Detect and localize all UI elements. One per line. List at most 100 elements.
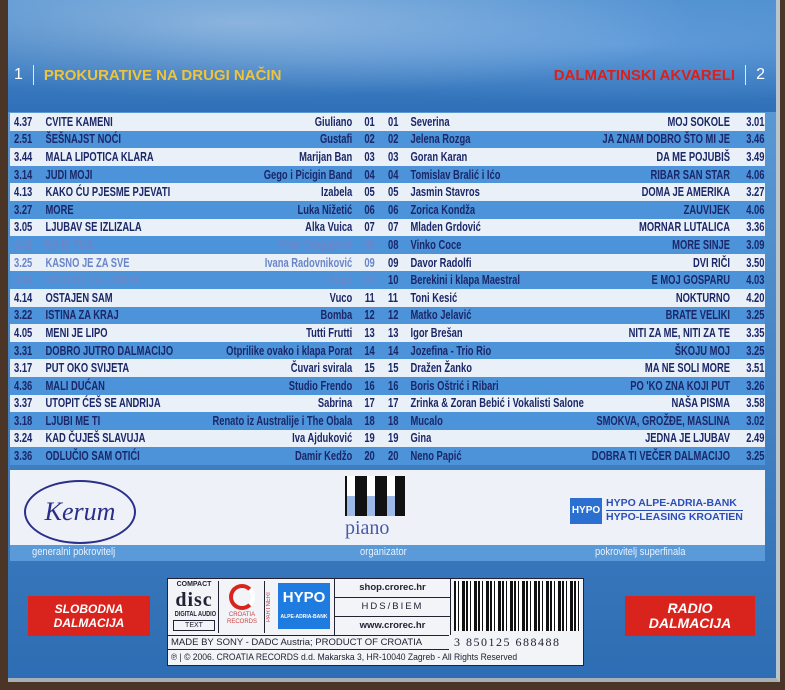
- hypo-box: HYPO: [570, 497, 602, 524]
- track-duration: 4.13: [14, 185, 33, 200]
- track-number: 12: [388, 308, 399, 323]
- disc-2-track: 03 Goran Karan DA ME POJUBIŠ 3.49: [388, 148, 765, 166]
- sponsor-roles: generalni pokrovitelj organizator pokrov…: [10, 545, 765, 561]
- track-number: 14: [388, 343, 399, 358]
- track-artist: Bomba: [320, 308, 353, 323]
- track-title: NE BI TIJA: [45, 237, 94, 252]
- partners-label: PARTNERI: [266, 592, 272, 622]
- cd-top: COMPACT: [176, 581, 212, 588]
- track-duration: 3.49: [746, 149, 765, 164]
- track-title: MA NE SOLI MORE: [644, 361, 730, 376]
- track-artist: Ivana Radovniković: [264, 255, 353, 270]
- track-title: MORNAR LUTALICA: [639, 220, 730, 235]
- disc-2-track: 08 Vinko Coce MORE SINJE 3.09: [388, 236, 765, 254]
- track-artist: Marijan Ban: [299, 149, 353, 164]
- sea-background: [8, 0, 776, 112]
- track-title: JEDNA JE LJUBAV: [645, 431, 730, 446]
- track-row: 3.17 PUT OKO SVIJETA Čuvari svirala 15 15 Dra…: [10, 359, 765, 377]
- disc-1-track: 2.51 ŠEŠNAJST NOĆI Gustafi 02: [14, 131, 375, 149]
- track-duration: 3.35: [746, 325, 765, 340]
- track-duration: 4.06: [746, 167, 765, 182]
- piano-keys-icon: [345, 476, 405, 516]
- track-title: KAKO ĆU PJESME PJEVATI: [45, 185, 171, 200]
- hypo-small-logo: HYPO ALPE-ADRIA-BANK: [278, 583, 330, 629]
- disc-title: DALMATINSKI AKVARELI: [553, 66, 736, 84]
- track-artist: Vinko Coce: [410, 237, 462, 252]
- track-row: 3.36 ODLUČIO SAM OTIĆI Damir Kedžo 20 20 Neno…: [10, 447, 765, 465]
- disc-number: 2: [756, 66, 765, 83]
- track-artist: Gego i Picigin Band: [263, 167, 353, 182]
- disc-1-track: 3.25 KASNO JE ZA SVE Ivana Radovniković 09: [14, 254, 375, 272]
- track-duration: 3.26: [746, 378, 765, 393]
- track-duration: 4.03: [746, 273, 765, 288]
- track-title: UTOPIT ĆEŠ SE ANDRIJA: [45, 396, 161, 411]
- track-title: MENI JE LIPO: [45, 325, 108, 340]
- track-artist: Matko Jelavić: [410, 308, 472, 323]
- track-row: 3.37 UTOPIT ĆEŠ SE ANDRIJA Sabrina 17 17 Zrin…: [10, 394, 765, 413]
- track-row: 3.25 KASNO JE ZA SVE Ivana Radovniković 09 0…: [10, 253, 765, 272]
- track-row: 3.40 NE BI TIJA Petar Dragojević 08 08 Vinko …: [10, 236, 765, 254]
- track-artist: Neno Papić: [410, 449, 462, 464]
- track-duration: 3.36: [14, 449, 33, 464]
- slobodna-dalmacija-logo: SLOBODNA DALMACIJA: [28, 596, 150, 636]
- track-title: OSTAJEN SAM: [45, 290, 113, 305]
- track-duration: 4.37: [14, 114, 33, 129]
- track-artist: Giuliano: [314, 114, 353, 129]
- track-title: MORE SINJE: [672, 237, 730, 252]
- copyright: ℗ | © 2006. CROATIA RECORDS d.d. Makarsk…: [170, 652, 518, 662]
- disc-title: PROKURATIVE NA DRUGI NAČIN: [43, 66, 282, 84]
- track-title: NOKTURNO: [675, 290, 730, 305]
- track-duration: 3.22: [14, 308, 33, 323]
- track-duration: 3.46: [746, 132, 765, 147]
- track-duration: 4.14: [14, 290, 33, 305]
- track-number: 11: [388, 290, 398, 305]
- track-artist: Jasmin Stavros: [410, 185, 480, 200]
- track-duration: 3.17: [14, 361, 33, 376]
- disc-1-track: 3.14 VRIJEME ZA LJUBAV Bogo 10: [14, 271, 375, 289]
- track-title: KASNO JE ZA SVE: [45, 255, 130, 270]
- disc-1-track: 3.36 ODLUČIO SAM OTIĆI Damir Kedžo 20: [14, 447, 375, 465]
- track-duration: 3.44: [14, 149, 33, 164]
- track-artist: Petar Dragojević: [278, 237, 353, 252]
- logo-line: RADIO: [667, 600, 713, 616]
- track-duration: 3.14: [14, 273, 33, 288]
- track-duration: 4.36: [14, 378, 33, 393]
- disc-2-track: 17 Zrinka & Zoran Bebić i Vokalisti Salon…: [388, 395, 765, 413]
- disc-2-track: 13 Igor Brešan NITI ZA ME, NITI ZA TE 3.35: [388, 324, 765, 342]
- tracklist: 4.37 CVITE KAMENI Giuliano 01 01 Severina MOJ …: [10, 113, 765, 465]
- track-duration: 2.51: [14, 132, 33, 147]
- role-superfinal: pokrovitelj superfinala: [595, 546, 686, 558]
- track-number: 04: [364, 167, 375, 182]
- track-artist: Iva Ajduković: [292, 431, 353, 446]
- track-artist: Dražen Žanko: [410, 361, 472, 376]
- track-artist: Alka Vuica: [305, 220, 353, 235]
- track-artist: Tutti Frutti: [306, 325, 353, 340]
- track-title: RIBAR SAN STAR: [650, 167, 730, 182]
- track-row: 4.37 CVITE KAMENI Giuliano 01 01 Severina MOJ …: [10, 113, 765, 131]
- track-row: 3.14 VRIJEME ZA LJUBAV Bogo 10 10 Berekini i …: [10, 271, 765, 289]
- track-number: 18: [388, 413, 399, 428]
- track-title: PUT OKO SVIJETA: [45, 361, 130, 376]
- track-number: 15: [388, 361, 399, 376]
- track-title: SMOKVA, GROŽĐE, MASLINA: [596, 413, 730, 428]
- track-row: 3.27 MORE Luka Nižetić 06 06 Zorica Kondža ZAU…: [10, 200, 765, 219]
- track-number: 07: [388, 220, 399, 235]
- track-artist: Toni Kesić: [410, 290, 458, 305]
- track-duration: 3.18: [14, 413, 33, 428]
- track-title: E MOJ GOSPARU: [651, 273, 730, 288]
- track-number: 05: [364, 185, 375, 200]
- disc-2-track: 09 Davor Radolfi DVI RIČI 3.50: [388, 254, 765, 272]
- track-artist: Severina: [410, 114, 450, 129]
- track-title: MALI DUĆAN: [45, 378, 105, 393]
- track-title: ODLUČIO SAM OTIĆI: [45, 449, 140, 464]
- track-number: 03: [364, 149, 375, 164]
- disc-1-track: 3.37 UTOPIT ĆEŠ SE ANDRIJA Sabrina 17: [14, 395, 375, 413]
- track-title: MOJ SOKOLE: [667, 114, 730, 129]
- track-duration: 3.27: [14, 202, 33, 217]
- track-title: PO 'KO ZNA KOJI PUT: [630, 378, 730, 393]
- track-title: DOMA JE AMERIKA: [641, 185, 730, 200]
- track-artist: Luka Nižetić: [297, 202, 353, 217]
- hypo-line1: HYPO ALPE-ADRIA-BANK: [606, 497, 743, 511]
- track-artist: Jelena Rozga: [410, 132, 471, 147]
- track-number: 20: [364, 449, 375, 464]
